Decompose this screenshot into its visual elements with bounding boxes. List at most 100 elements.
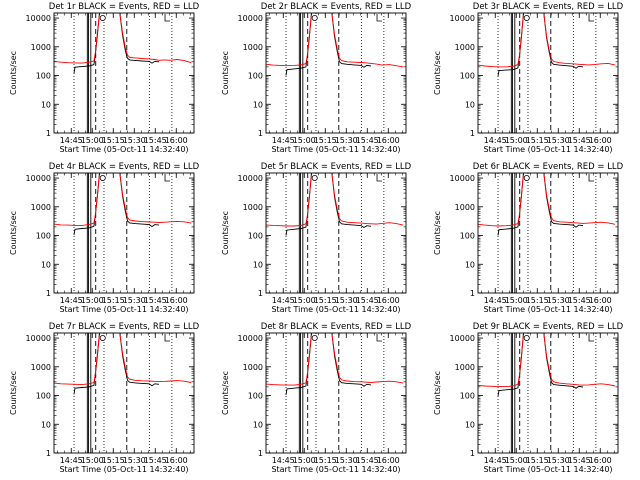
- x-tick-label: 15:00: [293, 456, 316, 465]
- panel-title: Det 5r BLACK = Events, RED = LLD: [261, 162, 412, 172]
- panel-5: Det 5r BLACK = Events, RED = LLD 1 10 100 10…: [221, 162, 412, 314]
- y-axis-label: Counts/sec: [221, 51, 230, 95]
- x-tick-label: 15:45: [144, 136, 167, 145]
- panel-8: Det 8r BLACK = Events, RED = LLD 1 10 100 10…: [221, 322, 412, 474]
- x-tick-label: 16:00: [377, 136, 400, 145]
- panel-title: Det 4r BLACK = Events, RED = LLD: [49, 162, 200, 172]
- plot-frame: [477, 12, 619, 134]
- y-tick-label: 100: [460, 232, 475, 241]
- panel-1: Det 1r BLACK = Events, RED = LLD 1 10 100 10…: [9, 2, 200, 154]
- circle-symbol: [523, 174, 530, 181]
- x-tick-label: 15:30: [335, 456, 358, 465]
- x-tick-label: 15:30: [335, 296, 358, 305]
- circle-symbol: [311, 14, 318, 21]
- x-tick-label: 15:30: [123, 136, 146, 145]
- events-line: [285, 173, 372, 236]
- bracket-symbol: [588, 334, 595, 342]
- x-tick-label: 15:15: [102, 136, 125, 145]
- x-tick-label: 15:15: [526, 456, 549, 465]
- lld-line: [478, 173, 616, 227]
- y-tick-label: 1000: [31, 43, 51, 52]
- x-tick-label: 16:00: [589, 456, 612, 465]
- x-tick-label: 16:00: [589, 296, 612, 305]
- y-tick-label: 1000: [31, 363, 51, 372]
- y-tick-label: 10: [41, 260, 51, 269]
- y-tick-label: 1000: [243, 203, 263, 212]
- bracket-symbol: [588, 14, 595, 22]
- x-tick-label: 16:00: [589, 136, 612, 145]
- y-tick-label: 10000: [450, 334, 475, 343]
- y-axis-label: Counts/sec: [9, 371, 18, 415]
- x-tick-label: 16:00: [377, 296, 400, 305]
- lld-line: [54, 173, 192, 226]
- x-tick-label: 15:15: [314, 456, 337, 465]
- lld-line: [54, 333, 192, 386]
- x-tick-label: 15:15: [314, 136, 337, 145]
- panel-title: Det 7r BLACK = Events, RED = LLD: [49, 322, 200, 332]
- x-tick-label: 15:30: [123, 456, 146, 465]
- x-tick-label: 15:00: [293, 136, 316, 145]
- x-tick-label: 15:45: [356, 136, 379, 145]
- x-tick-label: 15:45: [568, 456, 591, 465]
- panel-2: Det 2r BLACK = Events, RED = LLD 1 10 100 10…: [221, 2, 412, 154]
- y-tick-label: 10: [253, 260, 263, 269]
- y-tick-label: 100: [460, 72, 475, 81]
- x-tick-label: 15:00: [81, 456, 104, 465]
- lld-line: [266, 333, 404, 386]
- y-axis-label: Counts/sec: [221, 211, 230, 255]
- x-tick-label: 15:30: [547, 136, 570, 145]
- x-tick-label: 15:30: [547, 456, 570, 465]
- x-tick-label: 15:45: [356, 296, 379, 305]
- y-tick-label: 1: [46, 129, 51, 138]
- y-tick-label: 10000: [450, 174, 475, 183]
- x-tick-label: 14:45: [60, 136, 83, 145]
- events-line: [497, 13, 584, 77]
- y-tick-label: 1000: [243, 363, 263, 372]
- x-tick-label: 15:15: [102, 456, 125, 465]
- circle-symbol: [311, 174, 318, 181]
- circle-symbol: [523, 14, 530, 21]
- y-tick-label: 1: [258, 129, 263, 138]
- y-tick-label: 10: [465, 260, 475, 269]
- plot-frame: [53, 12, 195, 134]
- bracket-symbol: [164, 174, 171, 182]
- x-tick-label: 15:00: [505, 136, 528, 145]
- y-axis-label: Counts/sec: [433, 211, 442, 255]
- x-tick-label: 14:45: [484, 136, 507, 145]
- bracket-symbol: [164, 334, 171, 342]
- x-tick-label: 14:45: [272, 136, 295, 145]
- x-axis-label: Start Time (05-Oct-11 14:32:40): [483, 145, 612, 154]
- y-axis-label: Counts/sec: [9, 51, 18, 95]
- events-line: [73, 333, 160, 395]
- y-tick-label: 100: [36, 392, 51, 401]
- y-tick-label: 10: [41, 100, 51, 109]
- lld-line: [266, 13, 404, 68]
- y-tick-label: 10000: [26, 14, 51, 23]
- y-tick-label: 10: [465, 100, 475, 109]
- x-tick-label: 15:45: [144, 296, 167, 305]
- y-tick-label: 10: [253, 100, 263, 109]
- plot-frame: [53, 332, 195, 454]
- x-tick-label: 15:45: [568, 296, 591, 305]
- panel-title: Det 6r BLACK = Events, RED = LLD: [473, 162, 624, 172]
- panel-9: Det 9r BLACK = Events, RED = LLD 1 10 100 10…: [433, 322, 624, 474]
- x-tick-label: 16:00: [165, 296, 188, 305]
- plot-frame: [477, 332, 619, 454]
- x-axis-label: Start Time (05-Oct-11 14:32:40): [271, 305, 400, 314]
- y-tick-label: 1: [46, 289, 51, 298]
- x-tick-label: 16:00: [165, 136, 188, 145]
- x-tick-label: 15:15: [102, 296, 125, 305]
- circle-symbol: [99, 174, 106, 181]
- lld-line: [54, 13, 192, 64]
- panel-title: Det 3r BLACK = Events, RED = LLD: [473, 2, 624, 12]
- y-tick-label: 1000: [455, 203, 475, 212]
- bracket-symbol: [164, 14, 171, 22]
- x-tick-label: 15:45: [568, 136, 591, 145]
- x-tick-label: 14:45: [484, 456, 507, 465]
- x-axis-label: Start Time (05-Oct-11 14:32:40): [271, 145, 400, 154]
- y-tick-label: 1000: [455, 363, 475, 372]
- panel-3: Det 3r BLACK = Events, RED = LLD 1 10 100 10…: [433, 2, 624, 154]
- x-axis-label: Start Time (05-Oct-11 14:32:40): [483, 465, 612, 474]
- x-tick-label: 16:00: [377, 456, 400, 465]
- panel-title: Det 2r BLACK = Events, RED = LLD: [261, 2, 412, 12]
